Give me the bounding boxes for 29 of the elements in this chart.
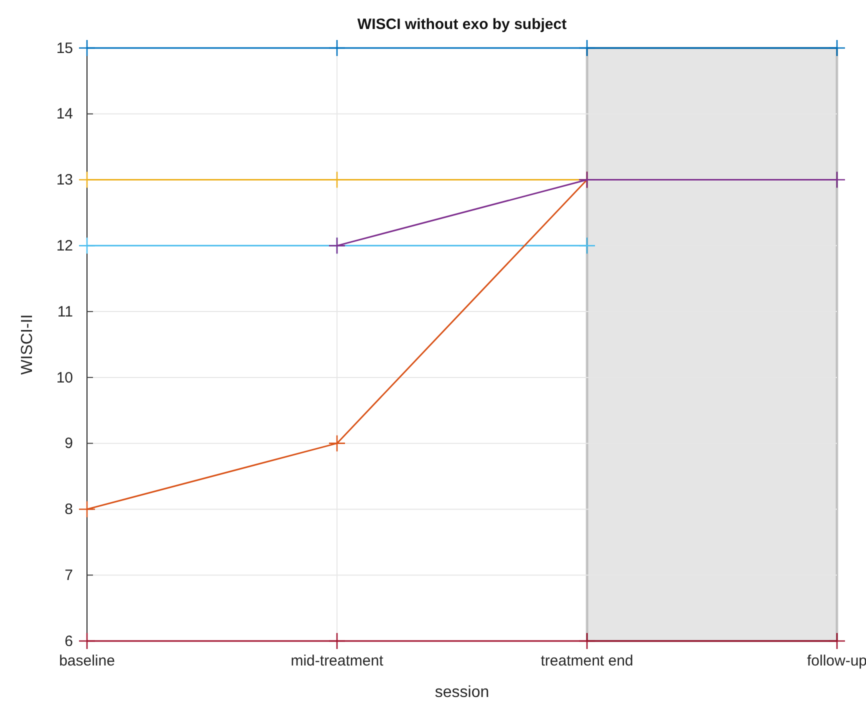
point <box>78 500 96 518</box>
y-tick-label: 8 <box>64 501 73 518</box>
y-tick-label: 13 <box>56 172 73 189</box>
point <box>578 632 596 650</box>
y-tick-label: 7 <box>64 566 73 584</box>
point <box>328 434 346 452</box>
x-tick-label: follow-up <box>806 652 866 670</box>
x-axis-title: session <box>434 684 490 701</box>
y-tick-label: 11 <box>57 303 73 320</box>
y-tick-label: 15 <box>56 40 73 57</box>
y-tick-label: 12 <box>56 237 73 254</box>
x-tick-label: baseline <box>59 652 115 670</box>
point <box>578 237 596 254</box>
point <box>828 632 846 650</box>
x-tick-label: treatment end <box>540 652 634 670</box>
y-tick-label: 10 <box>56 369 73 386</box>
point <box>78 39 96 57</box>
point <box>78 237 96 254</box>
chart-title: WISCI without exo by subject <box>357 16 567 33</box>
point <box>328 632 346 650</box>
y-axis-title: WISCI-II <box>19 314 36 375</box>
point <box>328 39 346 57</box>
y-tick-label: 6 <box>64 632 73 650</box>
y-tick-label: 14 <box>56 106 73 123</box>
point <box>828 39 846 57</box>
point <box>78 632 96 650</box>
x-tick-label: mid-treatment <box>290 652 384 670</box>
y-tick-label: 9 <box>64 435 73 452</box>
point <box>578 39 596 57</box>
